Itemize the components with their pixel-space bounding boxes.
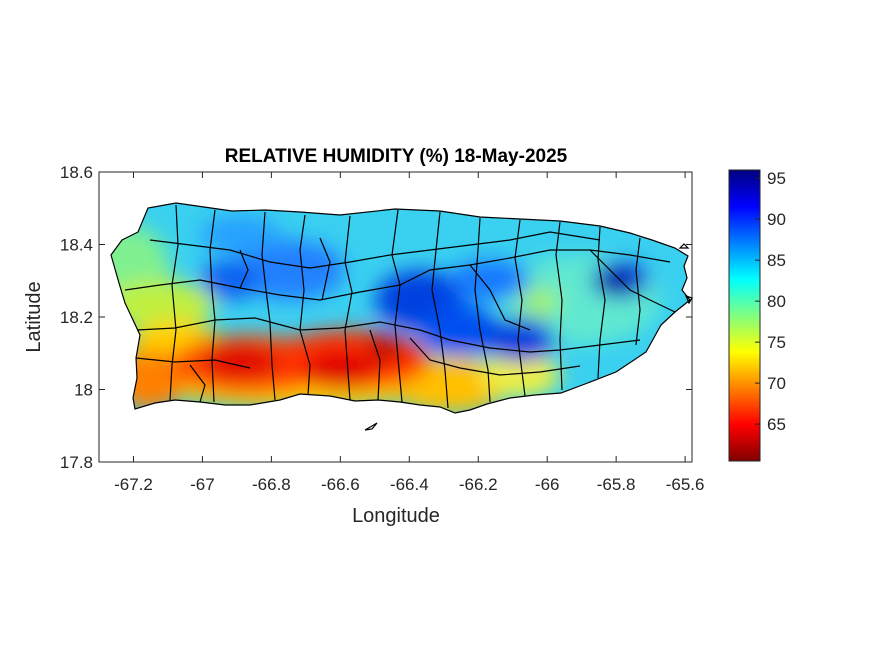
x-tick-label: -65.8 bbox=[597, 475, 636, 494]
x-tick-label: -67.2 bbox=[114, 475, 153, 494]
chart-title: RELATIVE HUMIDITY (%) 18-May-2025 bbox=[225, 146, 568, 167]
colorbar-tick-label: 70 bbox=[767, 374, 786, 393]
x-tick-label: -66.2 bbox=[459, 475, 498, 494]
offshore-islands bbox=[364, 243, 693, 431]
x-axis-label: Longitude bbox=[352, 505, 440, 527]
y-tick-label: 18 bbox=[74, 381, 93, 400]
colorbar-tick-label: 75 bbox=[767, 333, 786, 352]
y-tick-label: 18.6 bbox=[60, 163, 93, 182]
municipality-boundaries bbox=[110, 202, 691, 414]
colorbar-tick-label: 85 bbox=[767, 251, 786, 270]
colorbar-tick-label: 90 bbox=[767, 210, 786, 229]
x-tick-label: -66.8 bbox=[252, 475, 291, 494]
x-tick-label: -67 bbox=[190, 475, 215, 494]
colorbar: 95 90 85 80 75 70 65 bbox=[728, 169, 786, 462]
y-axis-ticks: 18.6 18.4 18.2 18 17.8 bbox=[60, 163, 692, 472]
x-tick-label: -66.4 bbox=[390, 475, 429, 494]
colorbar-tick-label: 65 bbox=[767, 415, 786, 434]
colorbar-tick-label: 95 bbox=[767, 169, 786, 188]
x-tick-label: -66 bbox=[535, 475, 560, 494]
colorbar-tick-label: 80 bbox=[767, 292, 786, 311]
y-tick-label: 17.8 bbox=[60, 453, 93, 472]
y-tick-label: 18.2 bbox=[60, 308, 93, 327]
y-axis-label: Latitude bbox=[23, 281, 45, 352]
x-tick-label: -66.6 bbox=[321, 475, 360, 494]
colorbar-gradient bbox=[728, 169, 761, 462]
y-tick-label: 18.4 bbox=[60, 236, 93, 255]
x-tick-label: -65.6 bbox=[666, 475, 705, 494]
humidity-field bbox=[111, 203, 690, 413]
x-axis-ticks: -67.2 -67 -66.8 -66.6 -66.4 -66.2 -66 -65.8 -65.… bbox=[114, 172, 704, 494]
colorbar-ticks: 95 90 85 80 75 70 65 bbox=[755, 169, 786, 434]
